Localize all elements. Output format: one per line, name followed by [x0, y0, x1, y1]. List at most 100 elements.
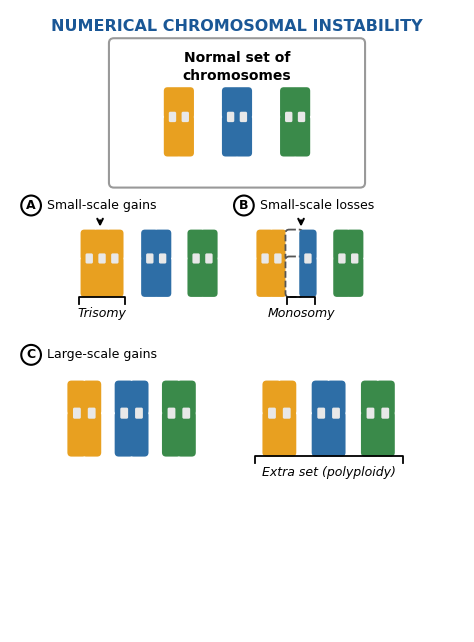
FancyBboxPatch shape [141, 257, 158, 297]
FancyBboxPatch shape [81, 257, 98, 297]
FancyBboxPatch shape [111, 254, 118, 264]
Circle shape [21, 196, 41, 216]
FancyBboxPatch shape [299, 230, 317, 261]
FancyBboxPatch shape [200, 257, 218, 297]
FancyBboxPatch shape [82, 411, 101, 456]
FancyBboxPatch shape [129, 411, 148, 456]
FancyBboxPatch shape [269, 230, 287, 261]
FancyBboxPatch shape [82, 381, 101, 415]
FancyBboxPatch shape [299, 257, 317, 297]
FancyBboxPatch shape [317, 408, 325, 419]
FancyBboxPatch shape [263, 381, 282, 415]
FancyBboxPatch shape [222, 87, 239, 119]
FancyBboxPatch shape [109, 39, 365, 187]
Text: Normal set of
chromosomes: Normal set of chromosomes [182, 51, 292, 83]
FancyBboxPatch shape [327, 411, 346, 456]
FancyBboxPatch shape [200, 230, 218, 261]
FancyBboxPatch shape [168, 408, 175, 419]
FancyBboxPatch shape [327, 381, 346, 415]
FancyBboxPatch shape [154, 230, 171, 261]
FancyBboxPatch shape [256, 230, 274, 261]
Text: C: C [27, 349, 36, 361]
FancyBboxPatch shape [293, 115, 310, 157]
FancyBboxPatch shape [293, 87, 310, 119]
FancyBboxPatch shape [81, 230, 98, 261]
FancyBboxPatch shape [93, 257, 111, 297]
Text: B: B [239, 199, 249, 212]
FancyBboxPatch shape [304, 254, 311, 264]
FancyBboxPatch shape [162, 411, 181, 456]
FancyBboxPatch shape [312, 381, 331, 415]
FancyBboxPatch shape [115, 411, 134, 456]
Text: A: A [26, 199, 36, 212]
FancyBboxPatch shape [85, 254, 93, 264]
FancyBboxPatch shape [366, 408, 374, 419]
FancyBboxPatch shape [187, 257, 205, 297]
FancyBboxPatch shape [67, 381, 86, 415]
FancyBboxPatch shape [376, 411, 395, 456]
FancyBboxPatch shape [283, 408, 291, 419]
FancyBboxPatch shape [298, 112, 305, 122]
FancyBboxPatch shape [332, 408, 340, 419]
FancyBboxPatch shape [192, 254, 200, 264]
FancyBboxPatch shape [268, 408, 276, 419]
FancyBboxPatch shape [222, 115, 239, 157]
FancyBboxPatch shape [240, 112, 247, 122]
FancyBboxPatch shape [187, 230, 205, 261]
FancyBboxPatch shape [274, 254, 282, 264]
Circle shape [234, 196, 254, 216]
FancyBboxPatch shape [146, 254, 154, 264]
FancyBboxPatch shape [285, 257, 303, 297]
FancyBboxPatch shape [285, 112, 292, 122]
FancyBboxPatch shape [164, 115, 181, 157]
FancyBboxPatch shape [351, 254, 358, 264]
FancyBboxPatch shape [88, 408, 96, 419]
FancyBboxPatch shape [164, 87, 181, 119]
Text: Small-scale losses: Small-scale losses [260, 199, 374, 212]
FancyBboxPatch shape [169, 112, 176, 122]
FancyBboxPatch shape [162, 381, 181, 415]
FancyBboxPatch shape [235, 115, 252, 157]
FancyBboxPatch shape [106, 257, 124, 297]
FancyBboxPatch shape [227, 112, 234, 122]
FancyBboxPatch shape [120, 408, 128, 419]
FancyBboxPatch shape [269, 257, 287, 297]
FancyBboxPatch shape [154, 257, 171, 297]
FancyBboxPatch shape [67, 411, 86, 456]
Circle shape [21, 345, 41, 365]
FancyBboxPatch shape [205, 254, 213, 264]
FancyBboxPatch shape [177, 87, 194, 119]
FancyBboxPatch shape [235, 87, 252, 119]
FancyBboxPatch shape [263, 411, 282, 456]
FancyBboxPatch shape [141, 230, 158, 261]
FancyBboxPatch shape [106, 230, 124, 261]
FancyBboxPatch shape [333, 257, 351, 297]
Text: Trisomy: Trisomy [78, 307, 127, 320]
FancyBboxPatch shape [182, 408, 190, 419]
FancyBboxPatch shape [361, 381, 380, 415]
FancyBboxPatch shape [361, 411, 380, 456]
FancyBboxPatch shape [382, 408, 389, 419]
FancyBboxPatch shape [280, 87, 297, 119]
FancyBboxPatch shape [338, 254, 346, 264]
FancyBboxPatch shape [73, 408, 81, 419]
FancyBboxPatch shape [346, 230, 364, 261]
Text: NUMERICAL CHROMOSOMAL INSTABILITY: NUMERICAL CHROMOSOMAL INSTABILITY [51, 19, 423, 34]
FancyBboxPatch shape [280, 115, 297, 157]
Text: Monosomy: Monosomy [267, 307, 335, 320]
FancyBboxPatch shape [182, 112, 189, 122]
Text: Small-scale gains: Small-scale gains [47, 199, 156, 212]
FancyBboxPatch shape [277, 381, 296, 415]
FancyBboxPatch shape [135, 408, 143, 419]
FancyBboxPatch shape [93, 230, 111, 261]
Text: Extra set (polyploidy): Extra set (polyploidy) [262, 466, 396, 480]
FancyBboxPatch shape [177, 381, 196, 415]
FancyBboxPatch shape [159, 254, 166, 264]
FancyBboxPatch shape [333, 230, 351, 261]
FancyBboxPatch shape [177, 115, 194, 157]
FancyBboxPatch shape [256, 257, 274, 297]
FancyBboxPatch shape [129, 381, 148, 415]
FancyBboxPatch shape [376, 381, 395, 415]
FancyBboxPatch shape [177, 411, 196, 456]
FancyBboxPatch shape [277, 411, 296, 456]
